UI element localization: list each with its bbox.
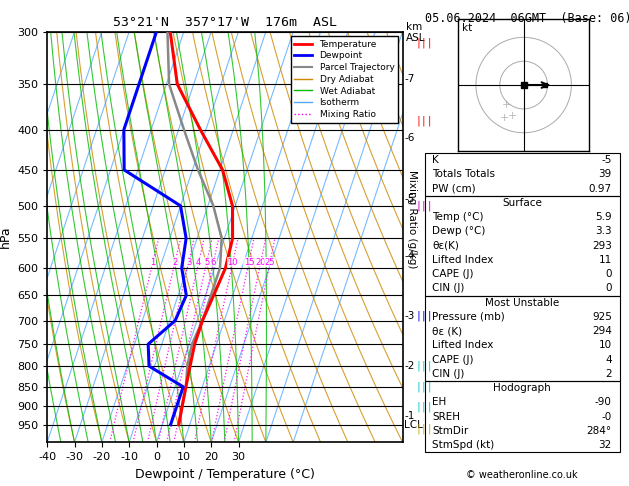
Text: -1: -1: [404, 411, 415, 421]
Text: θε (K): θε (K): [432, 326, 462, 336]
Text: +: +: [500, 113, 509, 123]
Title: 53°21'N  357°17'W  176m  ASL: 53°21'N 357°17'W 176m ASL: [113, 16, 337, 29]
Text: |||: |||: [415, 423, 433, 434]
Text: Hodograph: Hodograph: [493, 383, 551, 393]
Text: 2: 2: [605, 369, 612, 379]
Text: -7: -7: [404, 74, 415, 84]
Text: PW (cm): PW (cm): [432, 184, 476, 194]
Text: 5.9: 5.9: [595, 212, 612, 222]
Text: Totals Totals: Totals Totals: [432, 170, 496, 179]
Text: θε(K): θε(K): [432, 241, 459, 251]
Text: CAPE (J): CAPE (J): [432, 355, 474, 364]
Text: -90: -90: [595, 398, 612, 407]
Text: |||: |||: [415, 401, 433, 412]
Text: K: K: [432, 155, 439, 165]
Text: 11: 11: [599, 255, 612, 265]
Text: Mixing Ratio (g/kg): Mixing Ratio (g/kg): [407, 170, 417, 268]
Text: 6: 6: [211, 258, 216, 267]
Text: Surface: Surface: [502, 198, 542, 208]
Text: 0.97: 0.97: [589, 184, 612, 194]
Text: SREH: SREH: [432, 412, 460, 422]
X-axis label: Dewpoint / Temperature (°C): Dewpoint / Temperature (°C): [135, 468, 314, 481]
Text: km
ASL: km ASL: [406, 22, 425, 43]
Text: kt: kt: [462, 23, 472, 33]
Text: Lifted Index: Lifted Index: [432, 255, 494, 265]
Text: Pressure (mb): Pressure (mb): [432, 312, 505, 322]
Text: |||: |||: [415, 361, 433, 371]
Text: 925: 925: [592, 312, 612, 322]
Text: 05.06.2024  06GMT  (Base: 06): 05.06.2024 06GMT (Base: 06): [425, 12, 629, 25]
Text: 10: 10: [599, 341, 612, 350]
Text: 2: 2: [172, 258, 177, 267]
Text: 39: 39: [599, 170, 612, 179]
Text: 3.3: 3.3: [595, 226, 612, 237]
Text: |||: |||: [415, 201, 433, 211]
Text: -5: -5: [404, 194, 415, 204]
Text: 0: 0: [605, 283, 612, 294]
Bar: [425, 381, 620, 452]
Text: StmSpd (kt): StmSpd (kt): [432, 440, 494, 450]
Text: 20: 20: [255, 258, 266, 267]
Text: 25: 25: [265, 258, 276, 267]
Text: +: +: [502, 100, 511, 110]
Text: 32: 32: [599, 440, 612, 450]
Text: -2: -2: [404, 361, 415, 371]
Text: |||: |||: [415, 37, 433, 48]
Text: 293: 293: [592, 241, 612, 251]
Text: © weatheronline.co.uk: © weatheronline.co.uk: [466, 470, 578, 480]
Text: 294: 294: [592, 326, 612, 336]
Text: Lifted Index: Lifted Index: [432, 341, 494, 350]
Text: 10: 10: [228, 258, 238, 267]
Text: Most Unstable: Most Unstable: [485, 298, 559, 308]
Text: LCL: LCL: [404, 420, 423, 430]
Y-axis label: hPa: hPa: [0, 226, 11, 248]
Text: -3: -3: [404, 311, 415, 321]
Text: |||: |||: [415, 116, 433, 126]
Text: 3: 3: [186, 258, 191, 267]
Text: CIN (J): CIN (J): [432, 369, 465, 379]
Text: -5: -5: [601, 155, 612, 165]
Legend: Temperature, Dewpoint, Parcel Trajectory, Dry Adiabat, Wet Adiabat, Isotherm, Mi: Temperature, Dewpoint, Parcel Trajectory…: [291, 36, 398, 122]
Text: 4: 4: [196, 258, 201, 267]
Text: |||: |||: [415, 311, 433, 321]
Text: 5: 5: [204, 258, 209, 267]
Text: StmDir: StmDir: [432, 426, 469, 436]
Text: 15: 15: [243, 258, 254, 267]
Bar: [425, 153, 620, 196]
Text: -4: -4: [404, 251, 415, 261]
Text: -0: -0: [601, 412, 612, 422]
Text: +: +: [508, 111, 517, 122]
Text: Dewp (°C): Dewp (°C): [432, 226, 486, 237]
Text: -6: -6: [404, 133, 415, 143]
Text: CAPE (J): CAPE (J): [432, 269, 474, 279]
Text: 284°: 284°: [587, 426, 612, 436]
Bar: [425, 196, 620, 295]
Text: |||: |||: [415, 382, 433, 392]
Text: EH: EH: [432, 398, 447, 407]
Text: Temp (°C): Temp (°C): [432, 212, 484, 222]
Text: CIN (J): CIN (J): [432, 283, 465, 294]
Text: 1: 1: [150, 258, 155, 267]
Text: 4: 4: [605, 355, 612, 364]
Text: 0: 0: [605, 269, 612, 279]
Bar: [425, 295, 620, 381]
